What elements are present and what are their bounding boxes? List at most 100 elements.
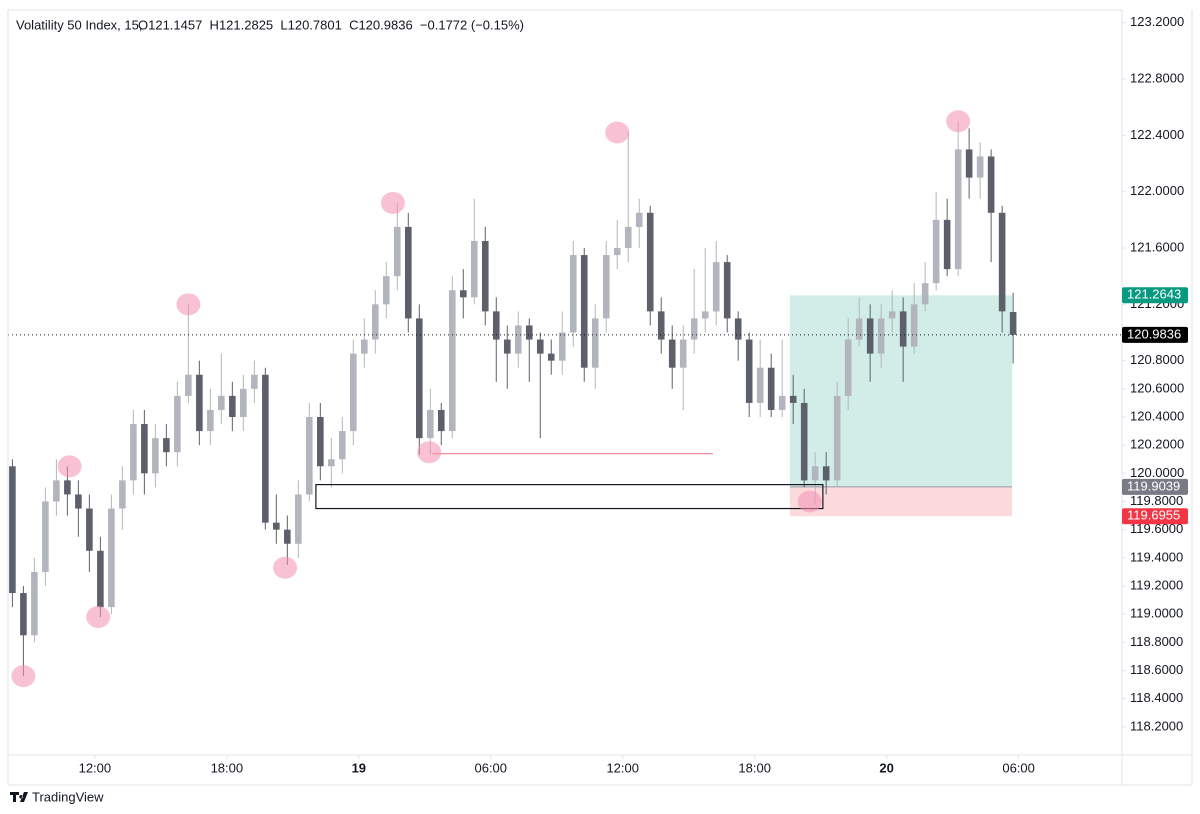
candle-body [679, 339, 687, 368]
pivot-highlight [57, 455, 82, 478]
candle-body [295, 494, 302, 544]
candle-body [976, 156, 984, 178]
candle-body [273, 522, 280, 530]
y-tick-label: 123.2000 [1130, 14, 1184, 29]
candle-body [569, 255, 577, 333]
candle-body [459, 290, 467, 298]
candle-body [350, 353, 357, 432]
candle-body [108, 508, 115, 608]
candle-body [778, 395, 786, 410]
candle-body [448, 290, 456, 432]
candle-body [712, 262, 720, 312]
candle-body [789, 395, 797, 403]
candle-body [328, 459, 335, 467]
x-tick-label: 20 [879, 760, 893, 775]
candle-body [932, 219, 940, 284]
candle-body [119, 480, 126, 509]
y-tick-label: 120.2000 [1130, 437, 1184, 452]
candle-body [965, 149, 973, 178]
candle-body [855, 318, 863, 340]
y-tick-label: 119.6000 [1130, 521, 1183, 536]
candle-body [53, 480, 60, 502]
candle-body [470, 240, 478, 298]
candle-body [536, 339, 544, 354]
pivot-highlight [11, 665, 36, 688]
stop-label: 119.6955 [1127, 508, 1180, 523]
y-tick-label: 118.8000 [1130, 634, 1183, 649]
loss-zone [789, 486, 1013, 517]
candle-body [31, 571, 38, 636]
candle-body [800, 402, 808, 481]
candle-body [866, 318, 874, 354]
candle-body [844, 339, 852, 396]
candle-body [899, 311, 907, 347]
x-tick-label: 06:00 [1002, 760, 1035, 775]
candle-body [635, 212, 643, 227]
candle-body [372, 304, 379, 340]
pivot-highlight [797, 490, 822, 513]
brand: TradingView [32, 789, 104, 804]
candle-body [361, 339, 368, 354]
pivot-highlight [380, 191, 405, 214]
candle-body [921, 283, 929, 305]
candle-body [185, 374, 192, 396]
y-tick-label: 122.0000 [1130, 183, 1184, 198]
candle-body [547, 353, 555, 361]
x-tick-label: 12:00 [606, 760, 639, 775]
candle-body [492, 311, 500, 340]
candle-body [657, 311, 665, 340]
candle-body [251, 374, 258, 389]
candle-body [998, 212, 1006, 312]
candle-body [207, 409, 214, 432]
candle-body [811, 466, 819, 481]
candle-body [833, 395, 841, 481]
y-tick-label: 121.6000 [1130, 239, 1184, 254]
candle-body [756, 367, 764, 403]
pivot-highlight [176, 293, 201, 316]
candle-body [701, 311, 709, 319]
brand-logo [10, 792, 28, 802]
candle-body [196, 374, 203, 432]
y-tick-label: 118.6000 [1130, 662, 1183, 677]
x-tick-label: 19 [352, 760, 366, 775]
target-label: 121.2643 [1127, 287, 1181, 302]
candle-body [306, 417, 313, 495]
candles [9, 121, 1017, 677]
candle-body [152, 438, 159, 474]
candle-body [97, 550, 104, 608]
pivot-highlight [946, 110, 971, 133]
candle-body [514, 325, 522, 354]
candle-body [75, 494, 82, 509]
y-tick-label: 118.4000 [1130, 690, 1183, 705]
x-tick-label: 06:00 [474, 760, 507, 775]
candle-body [723, 262, 731, 319]
candle-body [734, 318, 742, 340]
zone-box [315, 484, 824, 510]
y-tick-label: 120.4000 [1130, 408, 1184, 423]
candle-body [382, 276, 390, 305]
candle-body [888, 311, 896, 319]
drawings-front [8, 110, 1122, 688]
candle-body [591, 318, 599, 368]
x-tick-label: 18:00 [738, 760, 771, 775]
y-tick-label: 119.4000 [1130, 549, 1183, 564]
candle-body [86, 508, 93, 551]
candle-body [218, 395, 225, 410]
candle-body [558, 332, 566, 361]
candle-body [580, 255, 588, 368]
y-tick-label: 118.2000 [1130, 718, 1183, 733]
y-tick-label: 119.8000 [1130, 493, 1183, 508]
y-tick-label: 119.0000 [1130, 606, 1183, 621]
candle-body [174, 395, 181, 453]
x-tick-label: 12:00 [79, 760, 112, 775]
candle-body [668, 339, 676, 368]
candle-body [624, 226, 632, 249]
target-tag [1122, 287, 1188, 304]
entry-tag [1122, 478, 1188, 495]
candle-body [229, 395, 236, 418]
candle-body [339, 431, 346, 460]
candle-body [690, 318, 698, 340]
candle-body [141, 424, 148, 474]
